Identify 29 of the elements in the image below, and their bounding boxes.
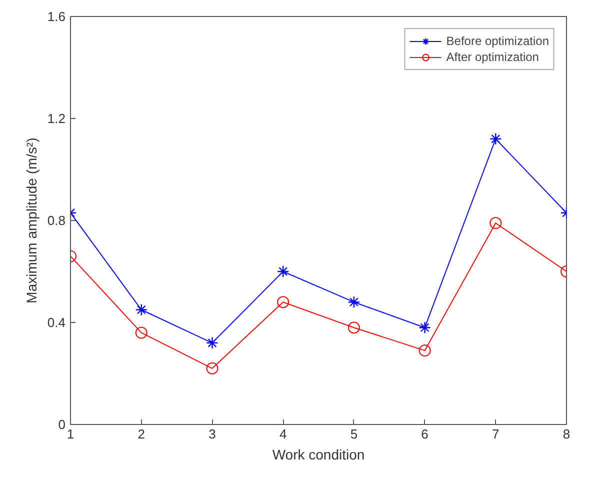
x-tick-label: 4	[279, 426, 287, 442]
y-tick-label: 1.6	[47, 9, 66, 24]
y-axis-title: Maximum amplitude (m/s²)	[23, 138, 40, 304]
point	[490, 132, 502, 145]
y-tick-label: 0.8	[47, 213, 66, 228]
point	[348, 296, 360, 308]
y-tick-label: 1.2	[47, 111, 66, 126]
x-tick-label: 2	[138, 426, 145, 442]
x-axis-title: Work condition	[272, 446, 365, 462]
x-tick-label: 8	[562, 426, 570, 442]
legend-label: After optimization	[446, 49, 539, 65]
x-tick-label: 5	[350, 426, 358, 442]
x-tick-label: 3	[208, 426, 216, 442]
point	[348, 322, 360, 334]
point	[276, 265, 290, 278]
y-tick-label: 0	[58, 417, 66, 432]
x-tick-label: 6	[421, 426, 428, 442]
x-tick-label: 1	[66, 426, 74, 442]
y-tick-label: 0.4	[47, 315, 66, 330]
point	[206, 336, 218, 349]
x-tick-label: 7	[492, 426, 500, 442]
point	[135, 326, 148, 339]
point	[135, 304, 148, 316]
point	[490, 217, 502, 230]
point	[418, 344, 431, 357]
point	[206, 362, 218, 374]
legend-label: Before optimization	[446, 33, 549, 49]
point	[418, 322, 431, 334]
point	[277, 296, 290, 308]
